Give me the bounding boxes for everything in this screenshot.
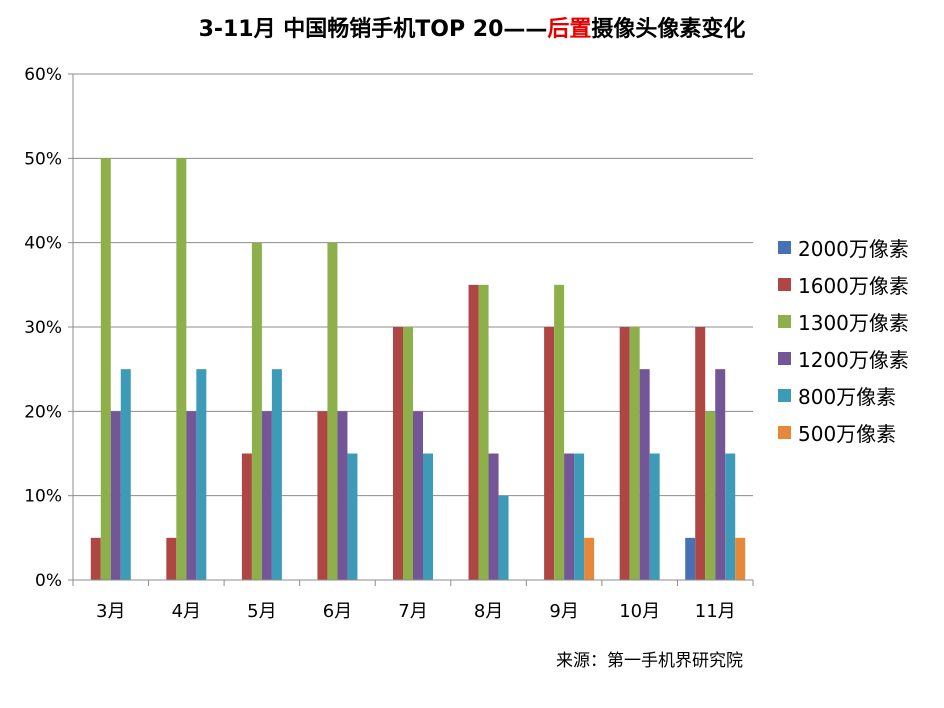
- legend-label: 2000万像素: [798, 237, 909, 261]
- bar: [478, 284, 489, 580]
- bar: [423, 453, 433, 580]
- bar: [498, 495, 509, 580]
- x-tick-label: 8月: [474, 601, 503, 622]
- bar: [403, 327, 413, 580]
- bar: [241, 453, 252, 580]
- source-note: 来源：第一手机界研究院: [556, 651, 743, 671]
- bar: [735, 537, 746, 580]
- bar: [196, 369, 207, 580]
- legend-label: 800万像素: [798, 385, 896, 409]
- y-tick-label: 30%: [24, 318, 62, 338]
- x-tick-label: 6月: [323, 601, 352, 622]
- y-tick-label: 20%: [24, 402, 62, 422]
- y-tick-label: 10%: [24, 487, 62, 507]
- bar: [271, 369, 282, 580]
- legend-label: 1300万像素: [798, 311, 909, 335]
- bar: [685, 537, 696, 580]
- legend-label: 1200万像素: [798, 348, 909, 372]
- bar: [176, 158, 187, 581]
- legend-swatch: [778, 426, 791, 439]
- bar: [584, 537, 595, 580]
- axes: [68, 73, 754, 586]
- bar: [564, 453, 575, 580]
- legend-label: 1600万像素: [798, 274, 909, 298]
- bar: [110, 411, 121, 580]
- bar: [639, 369, 650, 580]
- bar: [261, 411, 272, 580]
- legend-swatch: [778, 278, 791, 291]
- chart-title-part-1: 3-11月 中国畅销手机TOP 20——: [198, 17, 548, 42]
- x-tick-label: 11月: [695, 601, 736, 622]
- legend-swatch: [778, 389, 791, 402]
- y-tick-label: 60%: [24, 65, 62, 85]
- bar: [488, 453, 499, 580]
- y-tick-label: 50%: [24, 149, 62, 169]
- legend-swatch: [778, 241, 791, 254]
- x-tick-label: 7月: [398, 601, 427, 622]
- y-tick-labels: 0% 10% 20% 30% 40% 50% 60%: [24, 65, 62, 591]
- bar: [715, 369, 726, 580]
- bar: [120, 369, 131, 580]
- bar: [317, 411, 328, 580]
- bar: [725, 453, 736, 580]
- bar: [90, 537, 101, 580]
- bar: [100, 158, 111, 581]
- bar: [413, 411, 423, 580]
- bar: [393, 327, 403, 580]
- bar: [186, 411, 197, 580]
- bar: [649, 453, 660, 580]
- bar: [705, 411, 716, 580]
- x-tick-labels: 3月 4月 5月 6月 7月 8月 9月 10月 11月: [96, 601, 736, 622]
- bar: [347, 453, 358, 580]
- y-tick-label: 0%: [35, 571, 62, 591]
- chart-title-highlight: 后置: [547, 17, 592, 42]
- bar: [629, 327, 640, 580]
- legend-label: 500万像素: [798, 422, 896, 446]
- legend-swatch: [778, 352, 791, 365]
- bar: [544, 327, 555, 580]
- legend-swatch: [778, 315, 791, 328]
- x-tick-label: 4月: [172, 601, 201, 622]
- bar: [468, 284, 479, 580]
- x-tick-label: 9月: [549, 601, 578, 622]
- bar: [619, 327, 630, 580]
- bar: [327, 242, 338, 580]
- chart-title: 3-11月 中国畅销手机TOP 20——后置摄像头像素变化: [0, 14, 944, 46]
- bar: [574, 453, 585, 580]
- bar: [166, 537, 177, 580]
- x-tick-label: 10月: [619, 601, 660, 622]
- chart-title-part-3: 摄像头像素变化: [591, 17, 746, 42]
- bar: [251, 242, 262, 580]
- x-tick-label: 3月: [96, 601, 125, 622]
- y-tick-label: 40%: [24, 234, 62, 254]
- bar: [554, 284, 565, 580]
- legend: 2000万像素 1600万像素 1300万像素 1200万像素 800万像素 500万像素: [778, 237, 909, 446]
- bars: [90, 158, 746, 581]
- bar: [695, 327, 706, 580]
- bar: [337, 411, 348, 580]
- x-tick-label: 5月: [247, 601, 276, 622]
